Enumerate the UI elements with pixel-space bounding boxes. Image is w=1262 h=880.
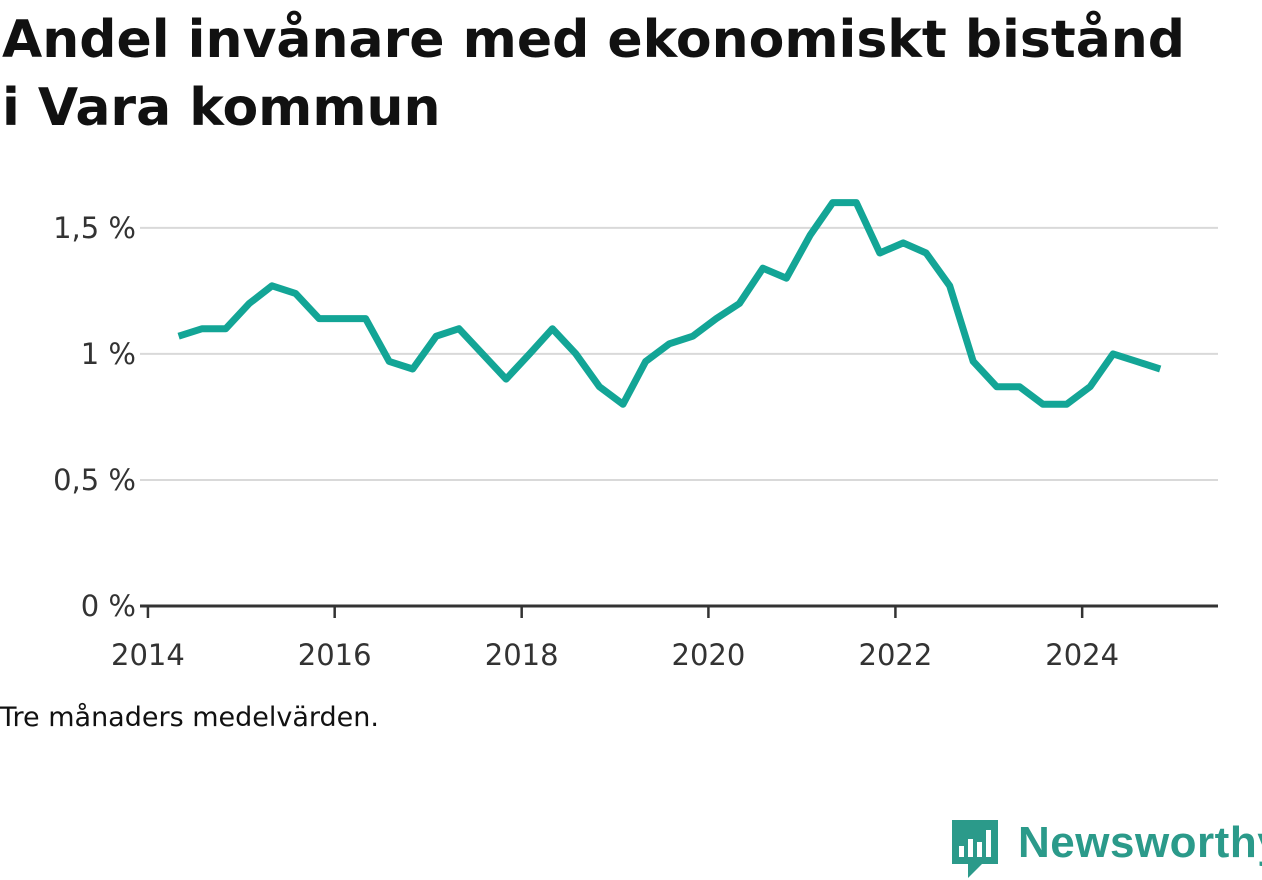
x-tick-label: 2024 — [1045, 638, 1119, 672]
y-tick-label: 1,5 % — [53, 211, 136, 245]
series-line — [177, 199, 1162, 408]
y-axis-labels: 0 % 0,5 % 1 % 1,5 % — [53, 211, 136, 623]
x-tick-label: 2022 — [859, 638, 933, 672]
y-tick-label: 0 % — [81, 589, 136, 623]
newsworthy-logo: Newsworthy — [950, 818, 1262, 880]
y-tick-label: 1 % — [81, 337, 136, 371]
footnote: Tre månaders medelvärden. — [0, 702, 379, 733]
chart-title: Andel invånare med ekonomiskt bistånd i … — [2, 10, 1186, 138]
bar-chart-speech-bubble-icon — [952, 820, 998, 878]
y-tick-label: 0,5 % — [53, 463, 136, 497]
x-tick-label: 2020 — [672, 638, 746, 672]
x-tick-label: 2016 — [298, 638, 372, 672]
grid-lines — [140, 226, 1218, 481]
x-tick-label: 2018 — [485, 638, 559, 672]
x-axis: 2014 2016 2018 2020 2022 2024 — [111, 604, 1218, 672]
brand-name: Newsworthy — [1018, 818, 1262, 867]
x-tick-label: 2014 — [111, 638, 185, 672]
series-layer — [177, 199, 1162, 408]
